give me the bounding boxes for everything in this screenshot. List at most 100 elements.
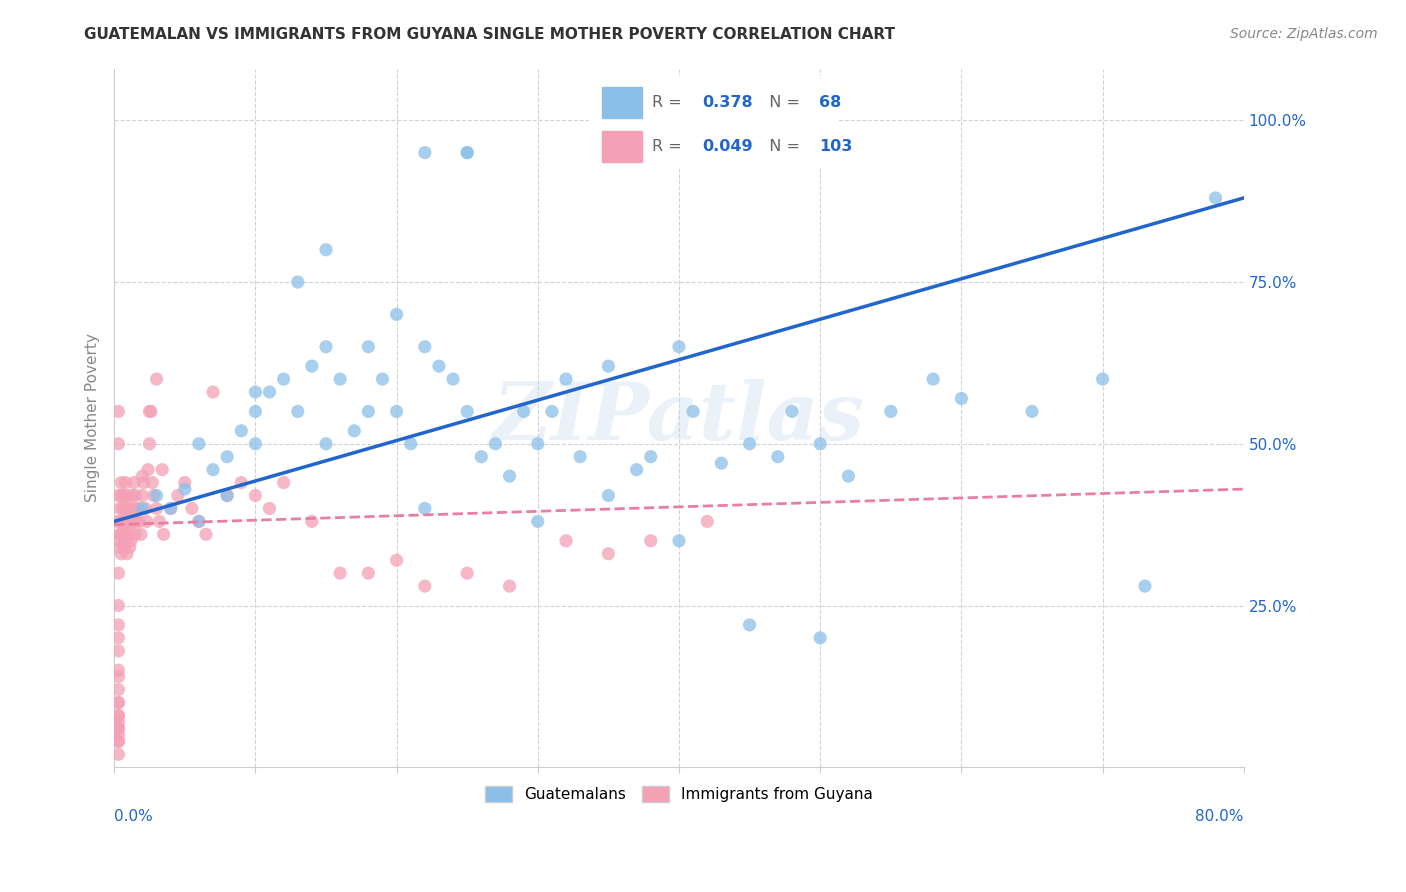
Point bbox=[598, 547, 620, 561]
Text: Source: ZipAtlas.com: Source: ZipAtlas.com bbox=[1230, 27, 1378, 41]
Point bbox=[108, 527, 131, 541]
Point bbox=[152, 527, 174, 541]
Point bbox=[287, 275, 309, 289]
Point bbox=[139, 404, 162, 418]
Point bbox=[107, 734, 129, 748]
Point bbox=[107, 682, 129, 697]
Point bbox=[217, 489, 239, 503]
Text: 103: 103 bbox=[820, 139, 852, 153]
Point bbox=[217, 450, 239, 464]
Point bbox=[138, 437, 160, 451]
Point bbox=[456, 145, 478, 160]
Point bbox=[110, 547, 132, 561]
Point bbox=[245, 404, 267, 418]
Point bbox=[121, 515, 143, 529]
Point bbox=[598, 359, 620, 373]
Point bbox=[145, 489, 167, 503]
Point bbox=[111, 489, 134, 503]
Point bbox=[329, 372, 352, 386]
Point bbox=[125, 515, 148, 529]
Point bbox=[541, 404, 564, 418]
Text: ZIPatlas: ZIPatlas bbox=[494, 379, 865, 457]
Point bbox=[640, 533, 662, 548]
Point bbox=[696, 515, 718, 529]
Point bbox=[357, 566, 380, 581]
Point bbox=[107, 722, 129, 736]
Point bbox=[107, 696, 129, 710]
Point bbox=[107, 599, 129, 613]
Point bbox=[111, 501, 134, 516]
Point bbox=[107, 714, 129, 729]
Point bbox=[231, 475, 253, 490]
Point bbox=[808, 631, 831, 645]
Point bbox=[107, 670, 129, 684]
Point bbox=[498, 579, 520, 593]
Point bbox=[950, 392, 973, 406]
Point bbox=[1021, 404, 1043, 418]
Point bbox=[118, 521, 141, 535]
Point bbox=[148, 515, 170, 529]
Point bbox=[837, 469, 859, 483]
Point bbox=[738, 618, 761, 632]
Text: N =: N = bbox=[759, 139, 806, 153]
Point bbox=[315, 243, 337, 257]
Point bbox=[108, 527, 131, 541]
Point bbox=[120, 501, 142, 516]
Point bbox=[484, 437, 506, 451]
Point bbox=[456, 404, 478, 418]
Point bbox=[110, 515, 132, 529]
Point bbox=[107, 489, 129, 503]
Point bbox=[145, 372, 167, 386]
Point bbox=[187, 515, 209, 529]
Text: 68: 68 bbox=[820, 95, 841, 111]
Point bbox=[107, 663, 129, 677]
Point bbox=[115, 501, 138, 516]
Point bbox=[117, 489, 139, 503]
Point bbox=[107, 631, 129, 645]
Point bbox=[259, 384, 281, 399]
Point bbox=[110, 515, 132, 529]
Point bbox=[141, 475, 163, 490]
Point bbox=[107, 566, 129, 581]
Point bbox=[124, 527, 146, 541]
Point bbox=[343, 424, 366, 438]
Point bbox=[107, 696, 129, 710]
Text: R =: R = bbox=[652, 95, 686, 111]
Point bbox=[202, 463, 225, 477]
Point bbox=[682, 404, 704, 418]
Point bbox=[555, 533, 578, 548]
Point bbox=[105, 515, 128, 529]
Point bbox=[217, 489, 239, 503]
Point bbox=[1205, 191, 1227, 205]
Point bbox=[180, 501, 202, 516]
Point bbox=[132, 475, 155, 490]
Point bbox=[640, 450, 662, 464]
Point bbox=[136, 463, 159, 477]
Point bbox=[626, 463, 648, 477]
Point bbox=[121, 489, 143, 503]
Point bbox=[118, 541, 141, 555]
Point bbox=[117, 515, 139, 529]
Point bbox=[427, 359, 450, 373]
Text: 0.378: 0.378 bbox=[703, 95, 754, 111]
Point bbox=[498, 469, 520, 483]
Point bbox=[107, 747, 129, 762]
Text: R =: R = bbox=[652, 139, 686, 153]
Point bbox=[526, 437, 548, 451]
Point bbox=[138, 404, 160, 418]
Point bbox=[150, 463, 173, 477]
Point bbox=[173, 475, 195, 490]
Point bbox=[127, 501, 149, 516]
Point bbox=[107, 734, 129, 748]
Text: 0.0%: 0.0% bbox=[114, 809, 153, 824]
Point bbox=[413, 501, 436, 516]
Point bbox=[766, 450, 789, 464]
Text: 80.0%: 80.0% bbox=[1195, 809, 1244, 824]
Point bbox=[470, 450, 492, 464]
Point bbox=[111, 515, 134, 529]
Point bbox=[357, 340, 380, 354]
Point bbox=[880, 404, 903, 418]
Point bbox=[112, 521, 135, 535]
Point bbox=[145, 501, 167, 516]
Point bbox=[413, 340, 436, 354]
